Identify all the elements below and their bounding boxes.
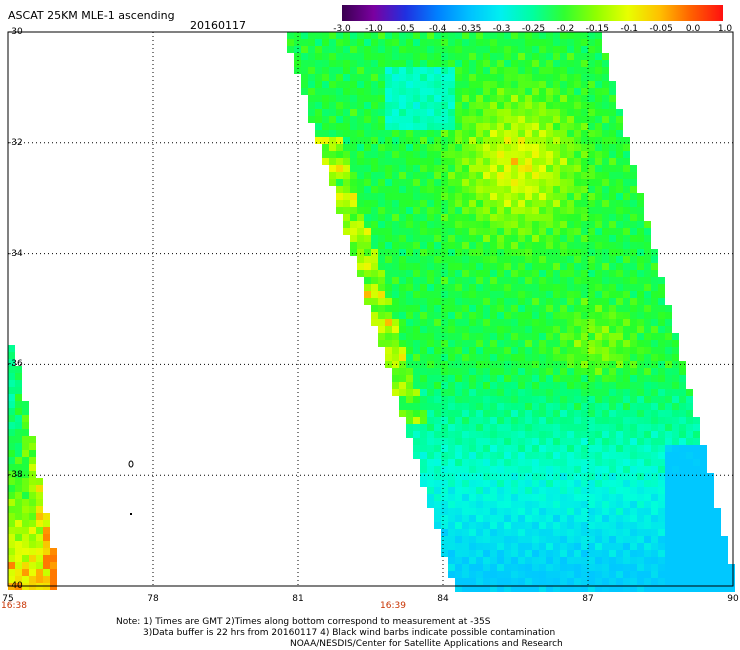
map-title: ASCAT 25KM MLE-1 ascending [8,9,175,22]
colorbar-tick-label: -0.35 [458,24,482,34]
colorbar-tick-label: -0.05 [649,24,673,34]
colorbar-tick-label: -0.1 [620,24,639,34]
note-line-2: 3)Data buffer is 22 hrs from 20160117 4)… [143,628,556,638]
gridlines [7,31,734,587]
lon-tick-label: 78 [147,594,159,604]
mle-swath-map [7,31,735,592]
lon-tick-label: 84 [437,594,449,604]
colorbar-tick-label: -0.3 [492,24,511,34]
colorbar [342,5,723,21]
colorbar-tick-label: -0.4 [428,24,447,34]
note-line-3: NOAA/NESDIS/Center for Satellite Applica… [290,639,563,649]
island-dot [130,513,132,515]
lat-tick-label: -38 [8,470,23,481]
swath-cells [8,32,735,592]
time-label-mid: 16:39 [380,601,406,611]
colorbar-tick-label: 0.0 [685,24,701,34]
colorbar-tick-label: -3.0 [333,24,351,34]
lat-tick-label: -36 [8,359,23,370]
colorbar-tick-label: -0.15 [585,24,609,34]
island-outline [128,460,134,468]
colorbar-tick-label: -1.0 [365,24,383,34]
lon-tick-label: 75 [2,594,14,604]
map-date: 20160117 [190,19,246,32]
lat-tick-label: -40 [8,581,23,591]
colorbar-tick-label: -0.5 [397,24,415,34]
lon-tick-label: 87 [582,594,594,604]
lat-tick-label: -32 [8,137,23,148]
lon-tick-label: 90 [727,594,739,604]
lat-tick-label: -34 [8,248,23,259]
colorbar-tick-label: -0.25 [521,24,546,34]
colorbar-labels: -3.0 -1.0 -0.5 -0.4 -0.35 -0.3 -0.25 -0.2 -0.15 -… [330,24,735,36]
colorbar-tick-label: -0.2 [556,24,575,34]
colorbar-tick-label: 1.0 [717,24,733,34]
note-line-1: Note: 1) Times are GMT 2)Times along bot… [116,617,491,627]
time-label-left: 16:38 [1,601,27,611]
lon-tick-label: 81 [292,594,304,604]
lat-tick-label: -30 [8,27,23,37]
